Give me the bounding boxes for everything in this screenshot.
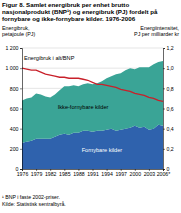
tick-mark [20, 169, 22, 170]
tick-label: 400 [10, 126, 19, 132]
tick: 0,6 [163, 106, 174, 112]
tick-label: 1979 [31, 171, 43, 177]
tick-label: 1,0 [167, 65, 174, 71]
x-axis: 1976197919821985198819911994199720002003… [17, 169, 171, 177]
tick-label: 0,2 [167, 146, 174, 152]
tick-mark [20, 68, 22, 69]
line [22, 68, 163, 101]
grid-line [22, 48, 163, 49]
axis-line [164, 49, 166, 170]
tick-label: 1991 [87, 171, 99, 177]
y-axis: 02004006008001 0001 200 [6, 45, 23, 172]
tick-label: 2003 [144, 171, 156, 177]
tick: 1,2 [163, 45, 174, 51]
tick-label: 0,6 [167, 106, 174, 112]
tick-mark [163, 109, 165, 110]
tick-mark [163, 149, 165, 150]
tick: 1979 [31, 169, 43, 177]
grid [22, 48, 163, 169]
tick-label: 0,8 [167, 85, 174, 91]
tick: 1982 [45, 169, 57, 177]
tick-mark [20, 88, 22, 89]
tick-mark [163, 129, 165, 130]
tick: 200 [10, 146, 22, 152]
tick: 0,2 [163, 146, 174, 152]
tick-mark [20, 129, 22, 130]
tick-label: 1 200 [6, 45, 19, 51]
marks [22, 61, 163, 169]
tick: 2006* [157, 169, 171, 177]
series-label: Ikke-fornybare kilder [58, 104, 109, 110]
tick-mark [163, 48, 165, 49]
tick-label: 200 [10, 146, 19, 152]
tick-label: 1976 [17, 171, 29, 177]
tick: 0,8 [163, 85, 174, 91]
tick: 1 000 [6, 65, 22, 71]
tick-label: 1 000 [6, 65, 19, 71]
tick-mark [163, 169, 165, 170]
tick: 0,4 [163, 126, 174, 132]
tick-label: 600 [10, 106, 19, 112]
tick-label: 1988 [73, 171, 85, 177]
area [22, 61, 163, 143]
tick-mark [163, 68, 165, 69]
tick-label: 1,2 [167, 45, 174, 51]
tick: 2000 [130, 169, 142, 177]
tick-label: 2000 [130, 171, 142, 177]
tick: 800 [10, 85, 22, 91]
tick: 1985 [59, 169, 71, 177]
tick: 1 200 [6, 45, 22, 51]
title: Figur 8. Samlet energibruk per enhet bru… [2, 1, 158, 22]
tick: 1994 [101, 169, 113, 177]
tick-label: 1982 [45, 171, 57, 177]
tick: 1988 [73, 169, 85, 177]
tick-mark [20, 109, 22, 110]
tick: 1976 [17, 169, 29, 177]
tick: 1997 [115, 169, 127, 177]
series-label: Energibruk i alt/BNP [24, 55, 75, 61]
note: Kilde: Statistisk sentralbyrå. [2, 201, 66, 207]
tick: 2003 [144, 169, 156, 177]
tick-label: 2006* [157, 171, 171, 177]
plot: Fornybare kilder Ikke-fornybare kilder Ene… [6, 45, 174, 177]
tick: 1991 [87, 169, 99, 177]
note: ¹ BNP i faste 2002-priser. [2, 194, 60, 200]
tick: 600 [10, 106, 22, 112]
tick-label: 800 [10, 85, 19, 91]
tick-mark [163, 88, 165, 89]
axis-line [20, 49, 23, 170]
chart: Figur 8. Samlet energibruk per enhet bru… [0, 0, 181, 213]
tick-mark [20, 48, 22, 49]
tick-label: 1985 [59, 171, 71, 177]
y2-axis: 00,20,40,60,81,01,2 [163, 45, 174, 172]
series-label: Fornybare kilder [82, 147, 123, 153]
tick-label: 1997 [115, 171, 127, 177]
tick: 400 [10, 126, 22, 132]
y2-axis-title: Energiintensitet,PJ per milliarder kr [134, 25, 179, 37]
y-axis-title: Energibruk,petajoule (PJ) [2, 25, 35, 37]
tick-label: 0,4 [167, 126, 174, 132]
tick: 1,0 [163, 65, 174, 71]
tick-label: 1994 [101, 171, 113, 177]
tick-mark [20, 149, 22, 150]
